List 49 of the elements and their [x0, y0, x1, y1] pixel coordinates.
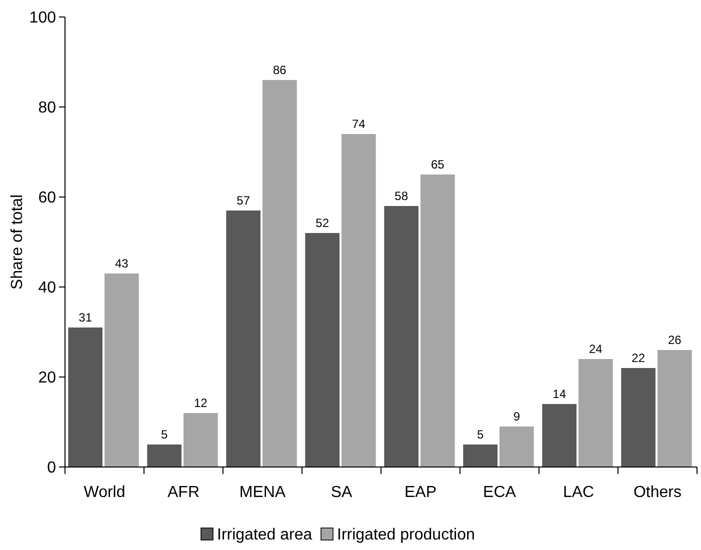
x-tick-label: MENA	[239, 484, 286, 501]
legend-label: Irrigated production	[337, 526, 475, 544]
y-tick-label: 40	[38, 280, 56, 297]
data-label: 9	[513, 410, 520, 424]
bar	[262, 80, 297, 467]
y-tick-label: 20	[38, 370, 56, 387]
bar	[305, 233, 340, 467]
y-tick-label: 0	[47, 460, 56, 477]
data-label: 12	[194, 396, 208, 410]
bar	[420, 174, 455, 467]
bar	[658, 350, 692, 467]
data-label: 22	[632, 351, 646, 365]
data-label: 31	[78, 310, 92, 324]
bar	[184, 413, 218, 467]
data-label: 14	[552, 387, 566, 401]
x-tick-label: SA	[330, 484, 352, 501]
data-label: 52	[316, 216, 330, 230]
x-tick-label: LAC	[562, 484, 594, 501]
bar	[68, 328, 102, 467]
x-tick-label: AFR	[168, 484, 200, 501]
bar	[621, 368, 656, 467]
data-label: 57	[236, 194, 250, 208]
data-label: 43	[114, 256, 129, 270]
legend-label: Irrigated area	[217, 526, 312, 544]
data-label: 65	[430, 158, 445, 172]
x-tick-label: ECA	[483, 484, 516, 501]
y-tick-label: 100	[29, 10, 56, 27]
bar	[104, 274, 139, 467]
data-label: 5	[160, 428, 168, 442]
data-label: 58	[394, 189, 408, 203]
data-label: 24	[588, 342, 603, 356]
bar	[147, 444, 182, 467]
x-tick-label: World	[84, 484, 126, 501]
x-tick-label: EAP	[404, 484, 437, 501]
data-label: 86	[272, 63, 287, 77]
bar	[542, 404, 576, 467]
bar	[342, 134, 376, 467]
bar	[226, 210, 260, 467]
bar	[500, 426, 534, 467]
data-label: 26	[668, 333, 682, 347]
bar	[463, 444, 498, 467]
bar	[578, 359, 613, 467]
y-axis-title: Share of total	[9, 194, 26, 290]
y-tick-label: 80	[38, 100, 56, 117]
x-tick-label: Others	[633, 484, 682, 501]
y-tick-label: 60	[38, 190, 56, 207]
data-label: 74	[352, 117, 366, 131]
bar	[384, 206, 418, 467]
data-label: 5	[476, 428, 484, 442]
